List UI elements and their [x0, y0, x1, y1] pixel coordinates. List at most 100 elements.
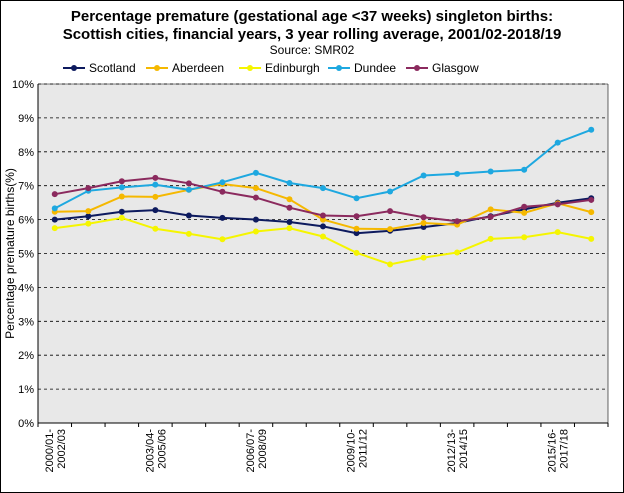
data-point-edinburgh — [51, 225, 58, 232]
data-point-edinburgh — [252, 228, 259, 235]
legend-marker-edinburgh — [247, 65, 253, 71]
data-point-aberdeen — [387, 226, 394, 233]
y-tick-label: 9% — [18, 113, 34, 125]
data-point-glasgow — [85, 185, 92, 192]
data-point-glasgow — [353, 213, 360, 220]
data-point-scotland — [219, 214, 226, 221]
data-point-scotland — [85, 213, 92, 220]
x-tick-label: 2000/01- — [44, 429, 56, 473]
data-point-glasgow — [320, 212, 326, 219]
legend-label-edinburgh: Edinburgh — [265, 61, 320, 75]
data-point-glasgow — [420, 214, 427, 221]
data-point-edinburgh — [487, 235, 494, 242]
data-point-glasgow — [521, 203, 528, 210]
data-point-dundee — [320, 185, 326, 192]
data-point-dundee — [286, 179, 293, 186]
data-point-glasgow — [51, 191, 58, 198]
data-point-scotland — [286, 218, 293, 225]
data-point-edinburgh — [185, 230, 192, 237]
x-tick-label: 2012/13- — [446, 429, 458, 473]
y-tick-label: 0% — [18, 418, 34, 430]
gridlines — [38, 83, 609, 423]
data-point-aberdeen — [420, 219, 427, 226]
data-point-aberdeen — [353, 225, 360, 232]
data-point-scotland — [252, 216, 259, 223]
chart-title-line2: Scottish cities, financial years, 3 year… — [63, 26, 562, 43]
data-point-dundee — [387, 188, 394, 195]
data-point-scotland — [353, 230, 360, 237]
data-point-glasgow — [554, 201, 561, 208]
data-point-dundee — [454, 170, 461, 177]
data-point-aberdeen — [152, 193, 159, 200]
data-point-dundee — [51, 205, 58, 212]
x-tick-label: 2011/12 — [358, 429, 370, 468]
x-tick-label: 2009/10- — [346, 429, 358, 473]
x-tick-label: 2014/15 — [458, 429, 470, 469]
legend-marker-scotland — [71, 65, 77, 71]
data-point-scotland — [118, 208, 125, 215]
data-point-edinburgh — [320, 233, 326, 240]
y-tick-label: 2% — [18, 350, 34, 362]
data-point-aberdeen — [286, 196, 293, 203]
data-point-aberdeen — [252, 185, 259, 192]
data-point-glasgow — [588, 196, 595, 203]
data-point-edinburgh — [521, 234, 528, 241]
x-tick-label: 2003/04- — [144, 429, 156, 473]
x-tick-label: 2017/18 — [559, 429, 571, 469]
data-point-scotland — [152, 207, 159, 214]
data-point-glasgow — [252, 194, 259, 201]
y-tick-label: 3% — [18, 316, 34, 328]
data-point-edinburgh — [353, 249, 360, 256]
y-tick-label: 4% — [18, 282, 34, 294]
x-tick-label: 2008/09 — [257, 429, 269, 469]
legend-marker-dundee — [336, 65, 342, 71]
data-point-dundee — [118, 184, 125, 191]
series-lines — [51, 126, 595, 268]
y-tick-label: 7% — [18, 181, 34, 193]
x-tick-label: 2015/16- — [547, 429, 559, 473]
data-point-edinburgh — [219, 236, 226, 243]
data-point-dundee — [521, 166, 528, 173]
y-tick-label: 1% — [18, 384, 34, 396]
chart-title-line1: Percentage premature (gestational age <3… — [71, 8, 553, 25]
legend-label-dundee: Dundee — [354, 61, 396, 75]
data-point-glasgow — [185, 180, 192, 187]
data-point-glasgow — [219, 188, 226, 195]
x-tick-label: 2002/03 — [56, 429, 68, 469]
data-point-dundee — [219, 179, 226, 186]
y-tick-label: 6% — [18, 215, 34, 227]
data-point-aberdeen — [85, 208, 92, 215]
data-point-dundee — [152, 181, 159, 188]
data-point-dundee — [487, 168, 494, 175]
data-point-glasgow — [152, 174, 159, 181]
data-point-dundee — [353, 195, 360, 202]
data-point-aberdeen — [521, 209, 528, 216]
data-point-edinburgh — [554, 229, 561, 236]
y-tick-label: 8% — [18, 147, 34, 159]
data-point-edinburgh — [118, 214, 125, 221]
data-point-glasgow — [387, 208, 394, 215]
data-point-aberdeen — [487, 206, 494, 213]
data-point-edinburgh — [286, 225, 293, 232]
data-point-glasgow — [118, 178, 125, 185]
y-tick-label: 10% — [12, 79, 34, 91]
data-point-glasgow — [454, 218, 461, 225]
legend-marker-aberdeen — [154, 65, 160, 71]
y-axis: 0% 1% 2% 3% 4% 5% 6% 7% 8% 9% 10% — [12, 79, 39, 430]
data-point-dundee — [252, 169, 259, 176]
data-point-dundee — [588, 126, 595, 133]
chart-source: Source: SMR02 — [270, 43, 355, 57]
data-point-edinburgh — [588, 235, 595, 242]
data-point-edinburgh — [387, 261, 394, 268]
data-point-scotland — [185, 212, 192, 219]
data-point-edinburgh — [152, 225, 159, 232]
data-point-dundee — [420, 172, 427, 179]
legend-label-scotland: Scotland — [89, 61, 136, 75]
data-point-edinburgh — [420, 254, 427, 261]
data-point-aberdeen — [588, 209, 595, 216]
legend-marker-glasgow — [414, 65, 420, 71]
data-point-aberdeen — [118, 193, 125, 200]
legend: Scotland Aberdeen Edinburgh Dundee Glasgow — [63, 61, 479, 75]
y-tick-label: 5% — [18, 249, 34, 261]
